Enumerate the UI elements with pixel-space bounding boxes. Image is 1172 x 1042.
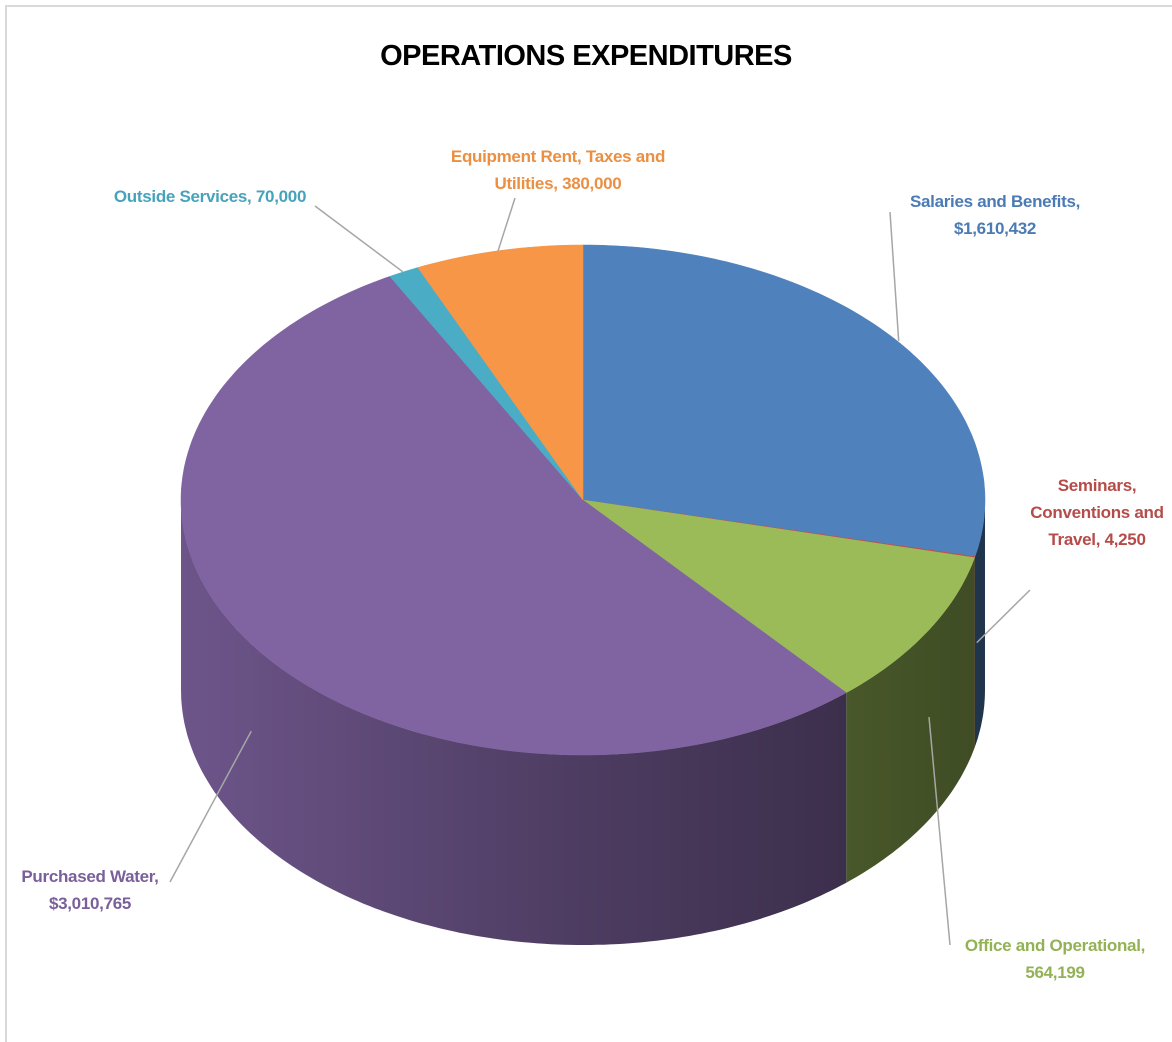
leader-line	[314, 205, 404, 273]
value-label: 380,000	[562, 174, 622, 193]
category-name: Office and Operational,	[964, 936, 1146, 955]
value-label: 70,000	[255, 187, 307, 206]
data-label: Equipment Rent, Taxes and Utilities, 380…	[438, 143, 678, 197]
frame	[5, 5, 1172, 1042]
data-label: Office and Operational, 564,199	[950, 932, 1160, 986]
value-label: 4,250	[1104, 530, 1146, 549]
pie-side	[846, 557, 975, 883]
category-name: Seminars, Conventions and Travel,	[1030, 476, 1164, 549]
category-name: Salaries and Benefits,	[909, 192, 1081, 211]
category-name: Purchased Water,	[21, 867, 159, 886]
leader-line	[976, 589, 1031, 644]
leader-line	[169, 730, 252, 883]
data-label: Seminars, Conventions and Travel, 4,250	[1022, 472, 1172, 553]
value-label: 564,199	[1025, 963, 1085, 982]
category-name: Equipment Rent, Taxes and Utilities,	[450, 147, 666, 193]
leader-line	[889, 211, 900, 341]
leader-line	[928, 717, 951, 946]
leader-line	[497, 197, 516, 251]
pie-slice	[389, 267, 584, 501]
data-label: Purchased Water, $3,010,765	[5, 863, 175, 917]
value-label: $1,610,432	[953, 219, 1037, 238]
value-label: $3,010,765	[48, 894, 132, 913]
chart-title: OPERATIONS EXPENDITURES	[380, 40, 792, 72]
category-name: Outside Services,	[113, 187, 252, 206]
pie-side	[975, 500, 985, 747]
pie-slice	[582, 499, 975, 693]
data-label: Outside Services, 70,000	[100, 183, 320, 210]
data-label: Salaries and Benefits, $1,610,432	[890, 188, 1100, 242]
pie-side	[181, 500, 847, 945]
pie-slice	[180, 276, 847, 756]
pie-slice	[582, 244, 986, 557]
